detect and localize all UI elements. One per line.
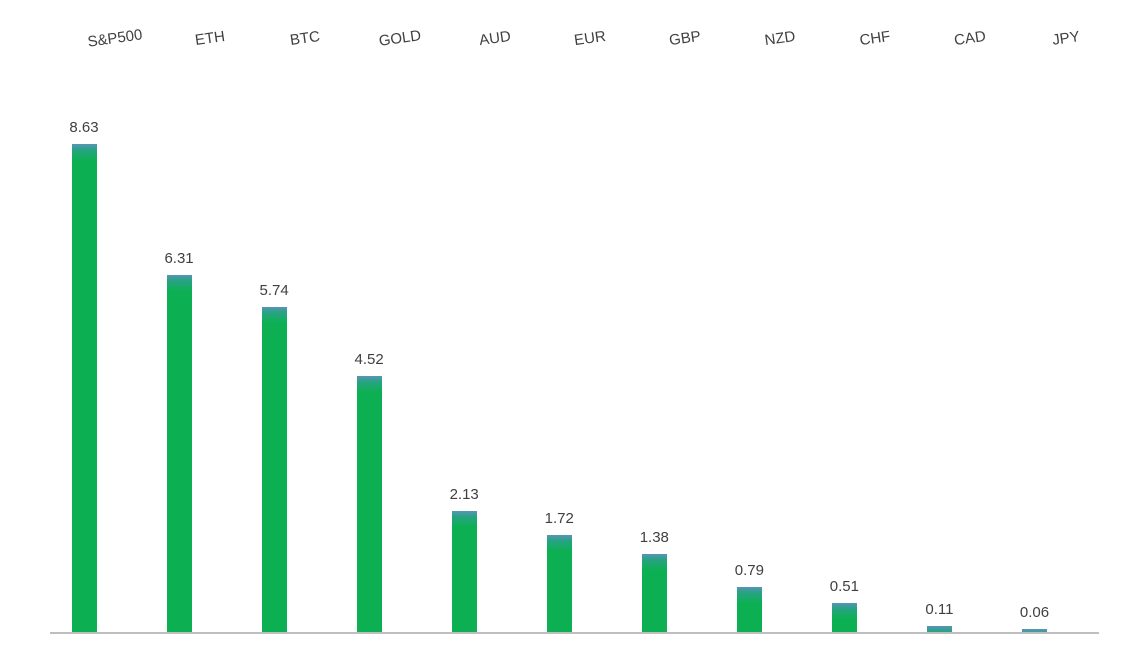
bar-sp500 xyxy=(71,144,97,632)
value-label-sp500: 8.63 xyxy=(69,119,99,136)
bar-gbp xyxy=(641,554,667,632)
value-label-aud: 2.13 xyxy=(449,486,479,503)
bar-chf xyxy=(831,603,857,632)
bar-aud xyxy=(451,511,477,632)
x-axis-line xyxy=(50,632,1099,634)
value-label-gold: 4.52 xyxy=(354,351,384,368)
bar-btc xyxy=(261,307,287,632)
value-label-cad: 0.11 xyxy=(925,601,954,618)
value-label-jpy: 0.06 xyxy=(1019,604,1050,621)
bar-gold xyxy=(356,376,382,632)
bar-jpy xyxy=(1022,629,1047,632)
category-label-jpy: JPY xyxy=(1050,28,1081,49)
category-label-cad: CAD xyxy=(953,27,988,50)
bar-cad xyxy=(926,626,952,632)
value-label-eth: 6.31 xyxy=(164,250,194,267)
bar-nzd xyxy=(736,587,762,632)
bar-eur xyxy=(546,535,572,632)
value-label-gbp: 1.38 xyxy=(639,529,669,546)
value-label-eur: 1.72 xyxy=(544,510,574,527)
value-label-nzd: 0.79 xyxy=(734,562,764,579)
value-label-chf: 0.51 xyxy=(829,578,859,595)
value-label-btc: 5.74 xyxy=(259,282,289,299)
bar-eth xyxy=(166,275,192,632)
